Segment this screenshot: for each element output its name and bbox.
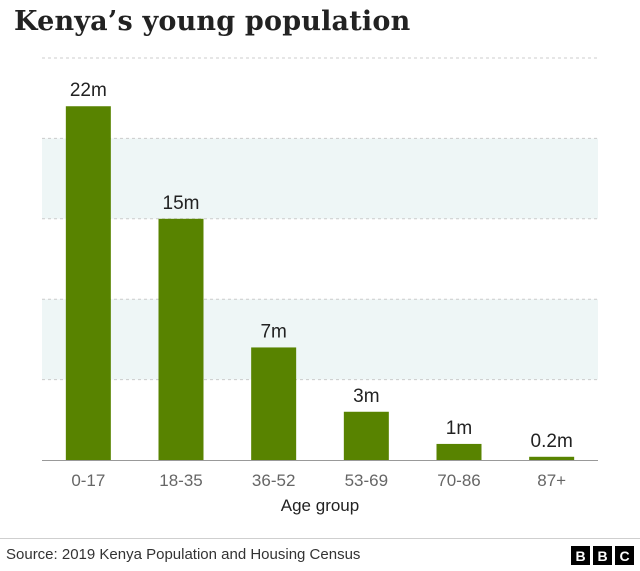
x-tick-36-52: 36-52 xyxy=(252,471,295,490)
bars xyxy=(65,106,575,461)
background-band xyxy=(42,299,598,380)
value-labels: 22m 15m 7m 3m 1m 0.2m xyxy=(70,80,573,452)
x-tick-0-17: 0-17 xyxy=(71,471,105,490)
bar-0-17 xyxy=(65,106,111,461)
bar-70-86 xyxy=(436,443,482,460)
bar-53-69 xyxy=(343,411,389,460)
value-label-36-52: 7m xyxy=(260,321,286,342)
value-label-0-17: 22m xyxy=(70,80,107,101)
value-label-53-69: 3m xyxy=(353,386,379,407)
bar-18-35 xyxy=(158,218,204,460)
chart-title: Kenya’s young population xyxy=(14,6,411,37)
bbc-logo: B B C xyxy=(571,546,634,565)
bar-36-52 xyxy=(251,347,297,460)
bbc-logo-block-3: C xyxy=(615,546,634,565)
bar-87+ xyxy=(529,456,575,460)
x-tick-53-69: 53-69 xyxy=(345,471,388,490)
x-tick-70-86: 70-86 xyxy=(437,471,480,490)
background-band xyxy=(42,138,598,219)
value-label-18-35: 15m xyxy=(163,193,200,214)
bbc-logo-block-2: B xyxy=(593,546,612,565)
value-label-87+: 0.2m xyxy=(531,431,573,452)
value-label-70-86: 1m xyxy=(446,418,472,439)
bar-chart: 22m 15m 7m 3m 1m 0.2m 0-17 18-35 36-52 53-69 70-8… xyxy=(42,57,598,515)
source-note: Source: 2019 Kenya Population and Housin… xyxy=(6,546,361,563)
x-tick-18-35: 18-35 xyxy=(159,471,202,490)
gridlines xyxy=(42,57,598,381)
x-tick-labels: 0-17 18-35 36-52 53-69 70-86 87+ xyxy=(71,471,566,490)
x-tick-87+: 87+ xyxy=(537,471,566,490)
background-bands xyxy=(42,138,598,380)
footer-divider xyxy=(0,538,640,539)
x-axis-title: Age group xyxy=(281,496,359,515)
bbc-logo-block-1: B xyxy=(571,546,590,565)
